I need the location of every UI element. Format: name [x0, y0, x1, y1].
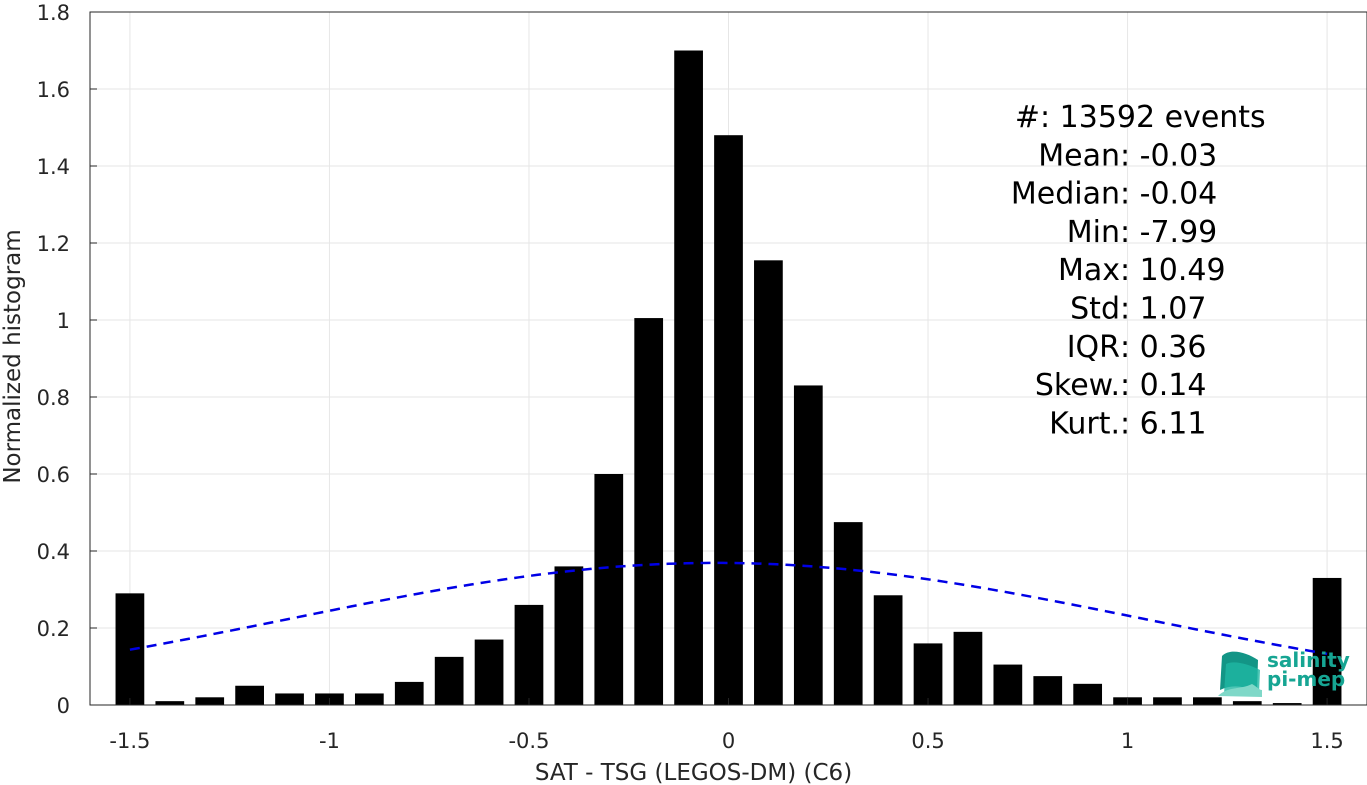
- stat-value: : 0.36: [1120, 330, 1206, 365]
- y-tick-label: 1.4: [37, 155, 70, 179]
- histogram-bar: [993, 664, 1023, 705]
- y-tick-label: 0.8: [37, 386, 70, 410]
- histogram-bar: [674, 50, 703, 705]
- histogram-bar: [833, 522, 863, 705]
- stat-key: Median: [1011, 177, 1120, 212]
- stat-value: : 6.11: [1120, 406, 1206, 441]
- stat-row: # : 13592 events: [1015, 100, 1266, 135]
- stat-row: Skew. : 0.14: [1035, 368, 1207, 403]
- histogram-bar: [1073, 683, 1103, 705]
- x-axis-label: SAT - TSG (LEGOS-DM) (C6): [535, 760, 852, 785]
- y-tick-label: 1.2: [37, 232, 70, 256]
- histogram-bar: [394, 681, 424, 705]
- salinity-pi-mep-logo: salinity pi-mep: [1218, 648, 1350, 697]
- histogram-bar: [1153, 697, 1182, 705]
- histogram-bar: [1193, 697, 1222, 705]
- histogram-bar: [434, 656, 464, 705]
- stat-key: Min: [1067, 215, 1120, 250]
- y-axis-label: Normalized histogram: [0, 229, 26, 483]
- stat-key: #: [1015, 100, 1040, 135]
- normal-fit-curve: [129, 561, 1328, 656]
- stat-key: Mean: [1038, 138, 1120, 173]
- stat-row: Kurt. : 6.11: [1049, 406, 1206, 441]
- logo-text-salinity: salinity: [1267, 648, 1350, 672]
- stat-row: Max : 10.49: [1058, 253, 1226, 288]
- y-tick-label: 0.2: [37, 617, 70, 641]
- histogram-bar: [514, 604, 544, 705]
- x-tick-label: 1: [1121, 729, 1134, 753]
- histogram-bar: [793, 385, 823, 705]
- stat-row: IQR : 0.36: [1067, 330, 1207, 365]
- stat-value: : -0.03: [1120, 138, 1217, 173]
- y-tick-label: 1: [57, 309, 70, 333]
- histogram-bar: [1312, 577, 1342, 705]
- x-tick-label: 0.5: [911, 729, 944, 753]
- stat-value: : 0.14: [1120, 368, 1206, 403]
- histogram-bar: [554, 566, 584, 705]
- histogram-bar: [1033, 676, 1063, 705]
- histogram-bar: [754, 260, 783, 705]
- stat-key: IQR: [1067, 330, 1120, 365]
- x-tick-label: 0: [722, 729, 735, 753]
- logo-text-pi-mep: pi-mep: [1267, 667, 1345, 691]
- histogram-bar: [155, 701, 185, 705]
- histogram-bar: [594, 474, 624, 705]
- stat-key: Skew.: [1035, 368, 1120, 403]
- stat-key: Max: [1058, 253, 1120, 288]
- histogram-bar: [195, 697, 225, 705]
- x-tick-label: -0.5: [508, 729, 549, 753]
- histogram-bar: [714, 135, 743, 705]
- histogram-bar: [474, 639, 504, 705]
- stat-value: : 1.07: [1120, 292, 1206, 327]
- histogram-bar: [873, 595, 903, 705]
- y-tick-label: 0.4: [37, 540, 70, 564]
- stat-value: : -7.99: [1120, 215, 1217, 250]
- logo-wave-icon: [1218, 651, 1262, 697]
- histogram-bar: [275, 693, 304, 705]
- histogram-bar: [1272, 703, 1302, 705]
- histogram-bar: [354, 693, 384, 705]
- histogram-bar: [913, 643, 943, 705]
- x-tick-label: 1.5: [1310, 729, 1343, 753]
- stat-row: Median : -0.04: [1011, 177, 1217, 212]
- stat-value: : 10.49: [1120, 253, 1226, 288]
- stat-value: : -0.04: [1120, 177, 1217, 212]
- x-axis-ticks: -1.5 -1 -0.5 0 0.5 1 1.5: [109, 698, 1344, 753]
- histogram-bar: [953, 631, 983, 705]
- stat-row: Mean : -0.03: [1038, 138, 1217, 173]
- stat-row: Min : -7.99: [1067, 215, 1218, 250]
- x-tick-label: -1.5: [109, 729, 150, 753]
- stat-key: Std: [1070, 292, 1120, 327]
- x-tick-label: -1: [319, 729, 340, 753]
- stat-key: Kurt.: [1049, 406, 1120, 441]
- y-tick-label: 0: [57, 694, 70, 718]
- histogram-bar: [235, 685, 264, 705]
- histogram-bar: [1232, 701, 1262, 705]
- stat-row: Std : 1.07: [1070, 292, 1206, 327]
- y-tick-label: 1.6: [37, 78, 70, 102]
- y-axis-ticks: 0 0.2 0.4 0.6 0.8 1 1.2 1.4 1.6 1.8: [37, 1, 97, 718]
- y-tick-label: 1.8: [37, 1, 70, 25]
- stat-value: : 13592 events: [1040, 100, 1266, 135]
- histogram-bar: [634, 318, 664, 705]
- y-tick-label: 0.6: [37, 463, 70, 487]
